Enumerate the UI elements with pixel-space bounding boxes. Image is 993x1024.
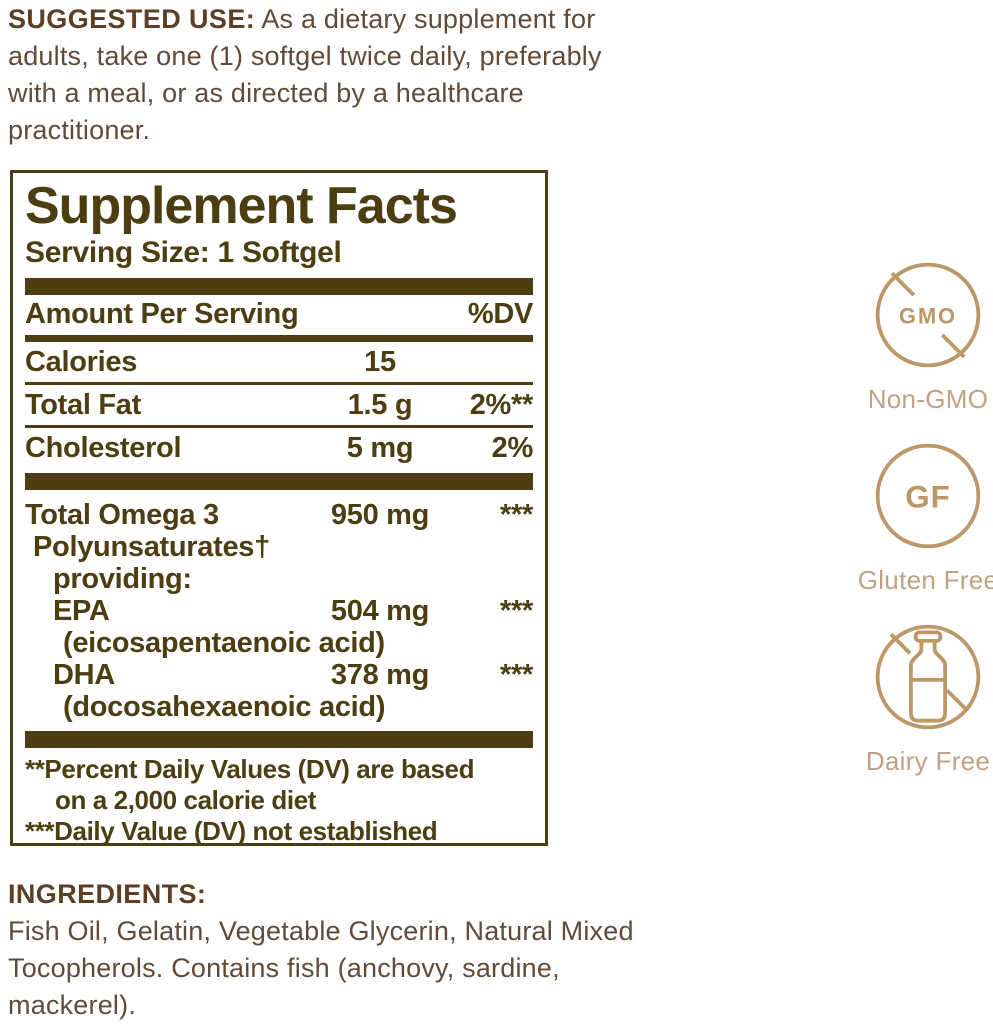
ingredients-line: Tocopherols. Contains fish (anchovy, sar…	[8, 953, 560, 983]
omega-section: Total Omega 3 950 mg *** Polyunsaturates…	[25, 499, 533, 723]
facts-title: Supplement Facts	[25, 177, 458, 235]
milk-bottle-crossed-icon	[871, 620, 985, 734]
certification-badges: GMO Non-GMO GF Gluten Free	[852, 258, 993, 801]
svg-text:GF: GF	[905, 479, 950, 514]
divider-thick	[25, 278, 533, 295]
divider-medium	[25, 335, 533, 342]
serving-size: Serving Size: 1 Softgel	[25, 236, 342, 269]
fact-row-dha: DHA 378 mg ***	[53, 659, 533, 691]
facts-header-row: Amount Per Serving %DV	[25, 295, 533, 335]
suggested-use-line: SUGGESTED USE: As a dietary supplement f…	[8, 4, 596, 34]
supplement-facts-panel: Supplement Facts Serving Size: 1 Softgel…	[10, 170, 548, 846]
fact-row-total-fat: Total Fat 1.5 g 2%**	[25, 385, 533, 428]
fact-row-epa: EPA 504 mg ***	[53, 595, 533, 627]
suggested-use-heading: SUGGESTED USE:	[8, 4, 256, 34]
svg-text:GMO: GMO	[899, 304, 957, 329]
fact-row-calories: Calories 15	[25, 342, 533, 385]
percent-dv-label: %DV	[467, 298, 533, 330]
badge-gluten-free: GF Gluten Free	[852, 439, 993, 620]
badge-non-gmo: GMO Non-GMO	[852, 258, 993, 439]
badge-label: Dairy Free	[865, 746, 991, 776]
divider-thick	[25, 731, 533, 748]
divider-thick	[25, 473, 533, 490]
suggested-use-line: adults, take one (1) softgel twice daily…	[8, 41, 602, 71]
ingredients-heading: INGREDIENTS:	[8, 879, 207, 909]
fact-row-total-omega-3: Total Omega 3 950 mg ***	[25, 499, 533, 531]
ingredients-line: Fish Oil, Gelatin, Vegetable Glycerin, N…	[8, 916, 634, 946]
suggested-use-line: with a meal, or as directed by a healthc…	[8, 78, 524, 108]
suggested-use-line: practitioner.	[8, 115, 151, 145]
badge-label: Gluten Free	[857, 565, 993, 595]
gluten-free-icon: GF	[871, 439, 985, 553]
fact-row-providing: providing:	[53, 563, 192, 595]
fact-row-dha-fullname: (docosahexaenoic acid)	[63, 691, 386, 723]
badge-dairy-free: Dairy Free	[852, 620, 993, 801]
amount-per-serving-label: Amount Per Serving	[25, 298, 299, 330]
footnote-dv-based-cont: on a 2,000 calorie diet	[55, 785, 317, 815]
fact-row-epa-fullname: (eicosapentaenoic acid)	[63, 627, 385, 659]
footnote-dv-not-established: ***Daily Value (DV) not established	[25, 816, 438, 846]
suggested-use-paragraph: SUGGESTED USE: As a dietary supplement f…	[8, 1, 728, 149]
ingredients-line: mackerel).	[8, 990, 137, 1020]
gmo-crossed-icon: GMO	[871, 258, 985, 372]
ingredients-paragraph: INGREDIENTS: Fish Oil, Gelatin, Vegetabl…	[8, 876, 768, 1024]
fact-row-cholesterol: Cholesterol 5 mg 2%	[25, 432, 533, 464]
footnote-dv-based: **Percent Daily Values (DV) are based	[25, 754, 475, 784]
badge-label: Non-GMO	[867, 384, 989, 414]
fact-row-polyunsaturates: Polyunsaturates†	[33, 531, 270, 563]
